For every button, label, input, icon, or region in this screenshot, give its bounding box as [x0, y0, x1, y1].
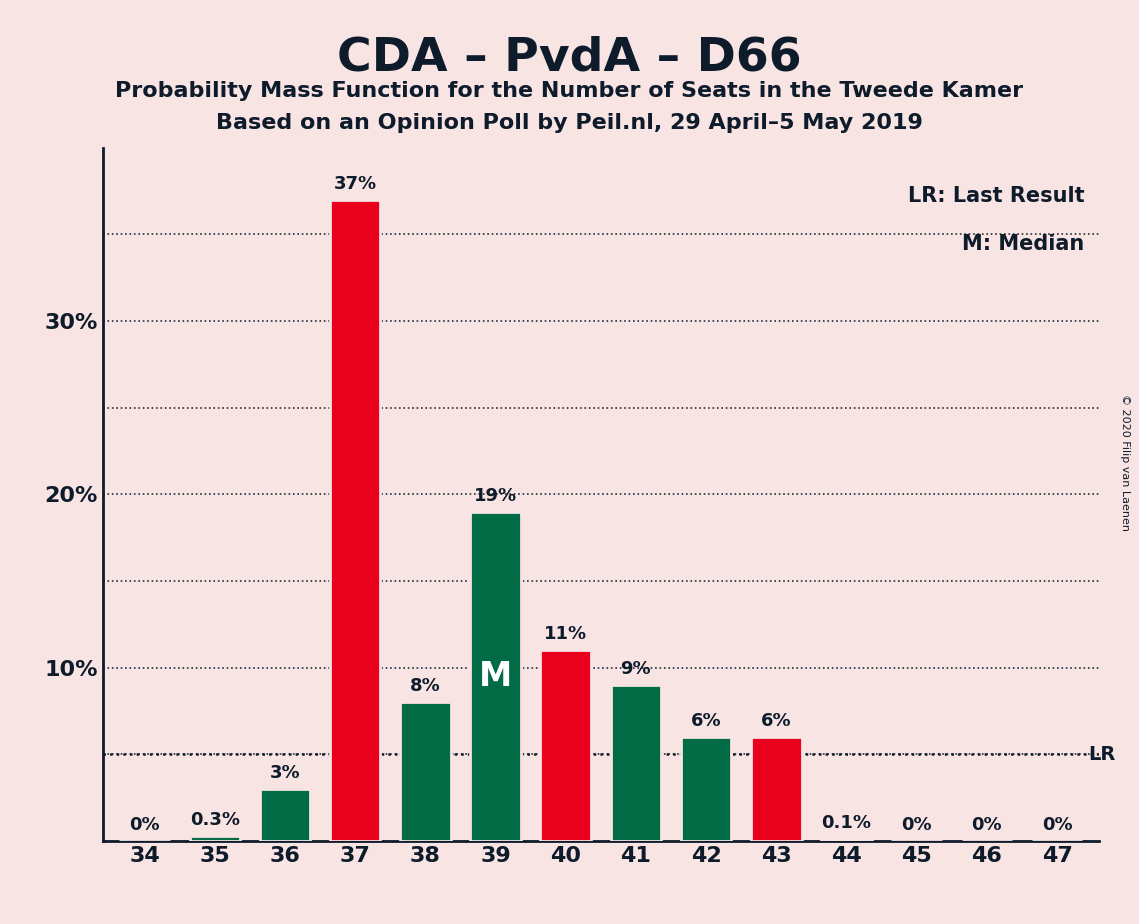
Text: 8%: 8%	[410, 677, 441, 696]
Text: 37%: 37%	[334, 175, 377, 193]
Text: 0.3%: 0.3%	[190, 810, 240, 829]
Text: Probability Mass Function for the Number of Seats in the Tweede Kamer: Probability Mass Function for the Number…	[115, 81, 1024, 102]
Text: 0%: 0%	[972, 816, 1002, 834]
Text: Based on an Opinion Poll by Peil.nl, 29 April–5 May 2019: Based on an Opinion Poll by Peil.nl, 29 …	[216, 113, 923, 133]
Text: © 2020 Filip van Laenen: © 2020 Filip van Laenen	[1121, 394, 1130, 530]
Text: 6%: 6%	[690, 712, 721, 730]
Text: 9%: 9%	[621, 660, 652, 678]
Bar	[400, 702, 451, 841]
Bar	[681, 737, 731, 841]
Text: 0%: 0%	[901, 816, 932, 834]
Bar	[260, 789, 310, 841]
Text: 11%: 11%	[544, 626, 588, 643]
Text: M: M	[478, 660, 513, 693]
Text: CDA – PvdA – D66: CDA – PvdA – D66	[337, 35, 802, 80]
Text: LR: Last Result: LR: Last Result	[908, 186, 1084, 206]
Bar	[470, 512, 521, 841]
Text: 19%: 19%	[474, 487, 517, 505]
Bar	[189, 835, 240, 841]
Text: M: Median: M: Median	[962, 235, 1084, 254]
Bar	[821, 839, 871, 841]
Text: 6%: 6%	[761, 712, 792, 730]
Text: 0%: 0%	[130, 816, 159, 834]
Bar	[751, 737, 802, 841]
Text: 0%: 0%	[1042, 816, 1072, 834]
Bar	[541, 650, 591, 841]
Text: 0.1%: 0.1%	[821, 814, 871, 833]
Bar	[611, 685, 661, 841]
Bar	[330, 200, 380, 841]
Text: LR: LR	[1089, 745, 1116, 764]
Text: 3%: 3%	[270, 764, 301, 782]
